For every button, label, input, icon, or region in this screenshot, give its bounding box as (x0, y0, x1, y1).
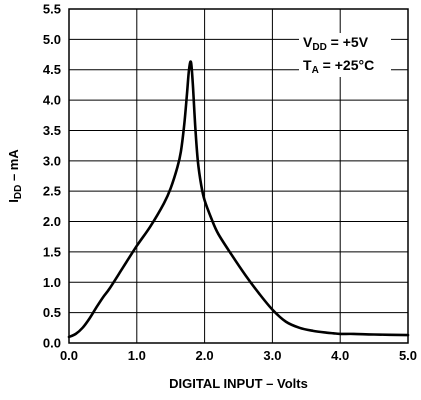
annotation-ta-main: T (303, 57, 312, 73)
annotation-ta-value: = +25°C (319, 57, 374, 73)
y-tick-label: 0.0 (43, 336, 61, 351)
annotation-ta: TA = +25°C (303, 57, 374, 76)
y-tick-label: 2.0 (43, 214, 61, 229)
y-tick-label: 4.5 (43, 62, 61, 77)
x-tick-label: 0.0 (60, 348, 78, 363)
x-tick-label: 1.0 (128, 348, 146, 363)
y-tick-label: 4.0 (43, 93, 61, 108)
annotation-vdd-value: = +5V (327, 34, 369, 50)
x-tick-labels: 0.0 1.0 2.0 3.0 4.0 5.0 (60, 348, 417, 363)
x-tick-label: 3.0 (263, 348, 281, 363)
annotation-vdd: VDD = +5V (303, 34, 369, 53)
y-axis-label-main: I (6, 199, 21, 203)
y-tick-label: 2.5 (43, 184, 61, 199)
y-axis-label-suffix: – mA (6, 149, 21, 185)
y-axis-label: IDD – mA (6, 149, 24, 203)
y-tick-label: 5.0 (43, 32, 61, 47)
x-tick-label: 2.0 (196, 348, 214, 363)
y-axis-label-subscript: DD (13, 185, 24, 199)
y-tick-label: 1.5 (43, 244, 61, 259)
y-tick-label: 3.0 (43, 153, 61, 168)
x-tick-label: 4.0 (331, 348, 349, 363)
y-tick-label: 5.5 (43, 2, 61, 17)
y-tick-label: 1.0 (43, 275, 61, 290)
y-tick-labels: 0.0 0.5 1.0 1.5 2.0 2.5 3.0 3.5 4.0 4.5 5.0 5.5 (43, 2, 61, 351)
annotation-ta-subscript: A (312, 65, 319, 76)
annotation-vdd-subscript: DD (312, 42, 326, 53)
y-tick-label: 0.5 (43, 305, 61, 320)
y-tick-label: 3.5 (43, 123, 61, 138)
x-tick-label: 5.0 (399, 348, 417, 363)
idd-curve (67, 60, 410, 339)
annotation-vdd-main: V (303, 34, 313, 50)
annotation-background (299, 33, 391, 77)
plot-frame (68, 8, 409, 344)
x-axis-label: DIGITAL INPUT – Volts (169, 376, 308, 391)
